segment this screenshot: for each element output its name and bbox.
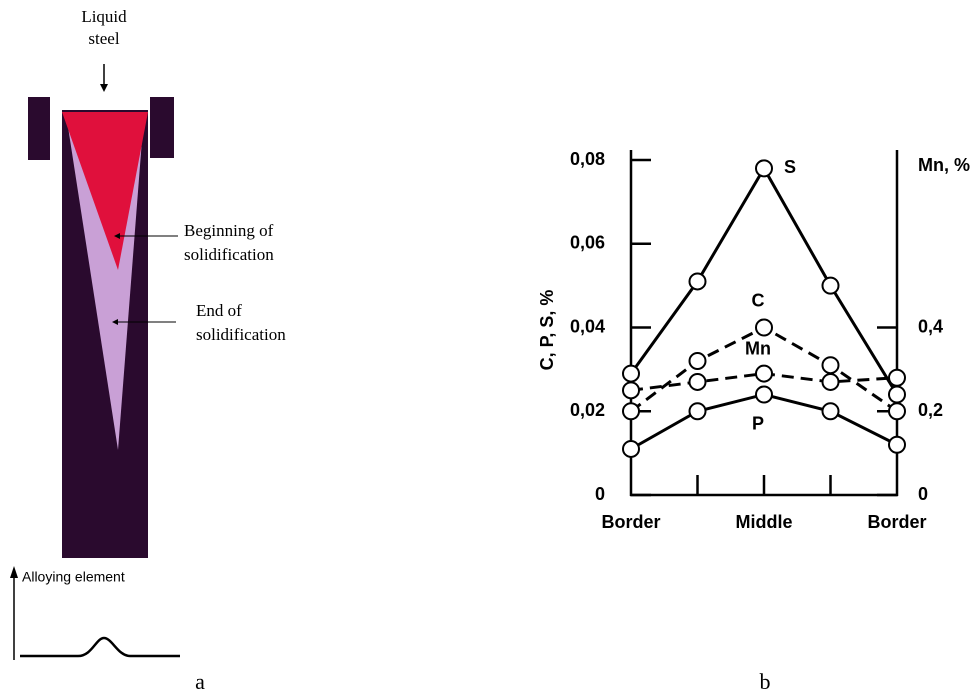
profile-curve — [20, 636, 180, 658]
y2-tick-label: 0,2 — [918, 400, 943, 420]
data-point — [888, 402, 906, 421]
data-point — [888, 385, 906, 404]
data-point — [622, 439, 640, 458]
y-tick-label: 0,04 — [570, 316, 605, 336]
label: Liquid — [81, 7, 127, 26]
series-label: P — [752, 413, 764, 433]
series-label: Mn — [745, 338, 771, 358]
y-tick-label: 0 — [595, 484, 605, 504]
data-point — [622, 364, 640, 383]
series-line — [629, 165, 899, 396]
label: solidification — [196, 325, 286, 344]
data-point — [688, 372, 707, 391]
data-point — [622, 402, 640, 421]
data-point — [755, 318, 773, 337]
data-point — [755, 364, 773, 383]
label: steel — [88, 29, 119, 48]
series-label: S — [784, 157, 796, 177]
data-point — [688, 352, 707, 370]
data-point — [755, 385, 773, 404]
x-tick-label: Border — [601, 512, 660, 532]
arrow-head — [100, 84, 108, 92]
y-axis-label: C, P, S, % — [537, 290, 557, 371]
label: End of — [196, 301, 242, 320]
arrow-head — [114, 233, 120, 239]
y2-tick-label: 0,4 — [918, 316, 943, 336]
y-tick-label: 0,08 — [570, 149, 605, 169]
data-point — [688, 402, 707, 421]
data-point — [888, 435, 906, 454]
label: Beginning of — [184, 221, 274, 240]
data-point — [622, 381, 640, 400]
panel-label: b — [760, 669, 771, 694]
label: solidification — [184, 245, 274, 264]
label: Alloying element — [22, 569, 125, 585]
mold-wall — [150, 97, 174, 158]
y-tick-label: 0,02 — [570, 400, 605, 420]
data-point — [821, 402, 840, 421]
arrow-head — [112, 319, 118, 325]
data-point — [821, 276, 840, 295]
mold-diagram: Liquid steel Beginning of solidification… — [10, 7, 771, 694]
data-point — [821, 356, 840, 375]
x-tick-label: Border — [867, 512, 926, 532]
data-point — [755, 159, 773, 178]
series-label: C — [752, 290, 765, 310]
panel-label: a — [195, 669, 205, 694]
liquid-core — [62, 112, 148, 270]
arrow-head — [10, 566, 18, 578]
data-point — [688, 272, 707, 291]
data-point — [888, 368, 906, 387]
x-tick-label: Middle — [736, 512, 793, 532]
mold-wall — [28, 97, 50, 160]
y2-tick-label: 0 — [918, 484, 928, 504]
y2-axis-label: Mn, % — [918, 155, 970, 175]
data-point — [821, 372, 840, 391]
y-tick-label: 0,06 — [570, 233, 605, 253]
